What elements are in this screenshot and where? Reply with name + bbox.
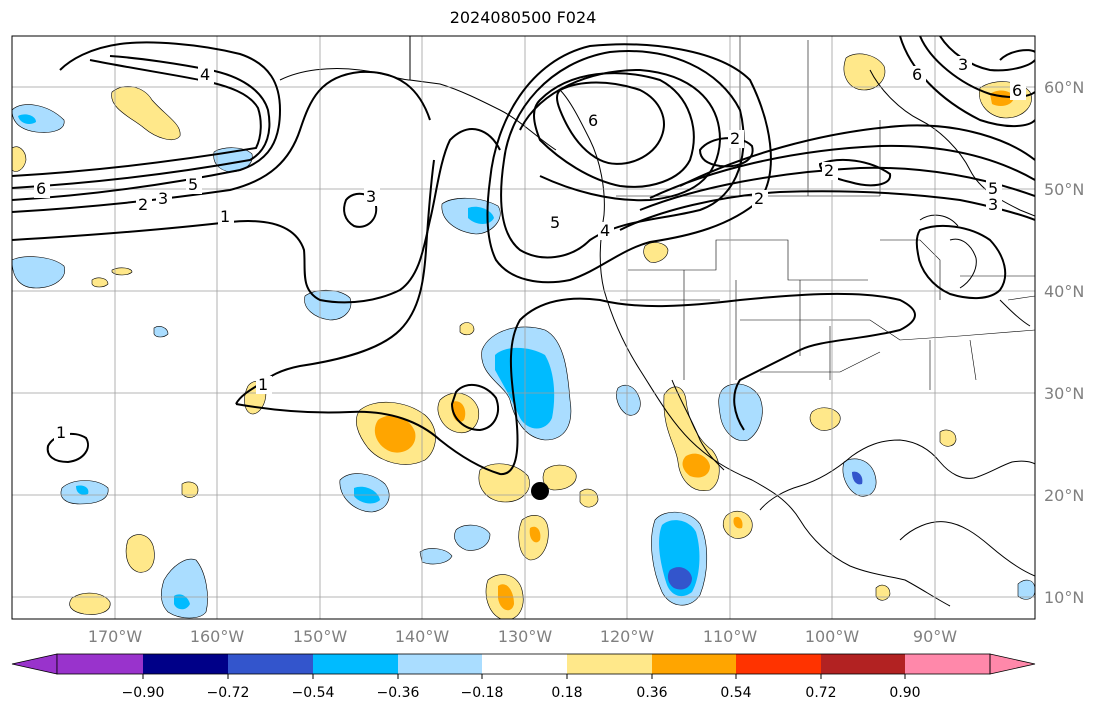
contour-label: 5 [550, 213, 560, 232]
lon-label: 120°W [600, 627, 655, 646]
lat-label: 20°N [1044, 486, 1084, 505]
contour-label: 3 [988, 195, 998, 214]
lon-label: 110°W [703, 627, 758, 646]
colorbar-swatch [313, 654, 398, 674]
contour-label: 2 [754, 189, 764, 208]
contour-lines [12, 36, 1035, 476]
colorbar-tick-label: −0.36 [377, 685, 420, 701]
colorbar-swatch [905, 654, 990, 674]
colorbar-tick-label: 0.54 [720, 685, 751, 701]
contour-label: 6 [36, 179, 46, 198]
contour-label: 3 [158, 189, 168, 208]
contour-label: 1 [56, 423, 66, 442]
contour-label: 2 [730, 129, 740, 148]
storm-center-marker [531, 482, 549, 500]
colorbar-tick-label: 0.36 [636, 685, 667, 701]
colorbar-tick-label: 0.90 [889, 685, 920, 701]
colorbar-ticks: −0.90 −0.72 −0.54 −0.36 −0.18 0.18 0.36 … [122, 674, 921, 701]
colorbar-swatch [736, 654, 821, 674]
lon-label: 90°W [913, 627, 957, 646]
colorbar-tick-label: −0.54 [292, 685, 335, 701]
lon-label: 140°W [395, 627, 450, 646]
colorbar-swatch [143, 654, 228, 674]
state-borders [616, 36, 1035, 390]
colorbar-tick-label: −0.18 [461, 685, 504, 701]
contour-label: 6 [912, 65, 922, 84]
contour-label: 6 [588, 111, 598, 130]
contour-label: 6 [1012, 81, 1022, 100]
contour-label: 2 [824, 161, 834, 180]
contour-label: 4 [200, 65, 210, 84]
colorbar-tick-label: 0.18 [551, 685, 582, 701]
contour-label: 2 [138, 195, 148, 214]
contour-label: 5 [188, 175, 198, 194]
colorbar-swatch [821, 654, 905, 674]
colorbar-extend-low [11, 653, 58, 675]
colorbar-tick-label: −0.72 [207, 685, 250, 701]
contour-label: 3 [366, 187, 376, 206]
colorbar-tick-label: 0.72 [805, 685, 836, 701]
map-frame [11, 35, 1036, 620]
contour-label-group: 4 3 6 5 3 2 1 1 1 6 2 2 5 4 [34, 55, 1026, 442]
lat-label: 60°N [1044, 78, 1084, 97]
contour-label: 1 [220, 207, 230, 226]
map-title: 2024080500 F024 [449, 8, 597, 27]
colorbar-outline [56, 653, 991, 675]
latitude-labels: 60°N 50°N 40°N 30°N 20°N 10°N [1044, 78, 1084, 607]
lat-label: 10°N [1044, 588, 1084, 607]
lat-label: 40°N [1044, 282, 1084, 301]
colorbar [11, 653, 1036, 675]
colorbar-swatch [398, 654, 482, 674]
lon-label: 100°W [805, 627, 860, 646]
contour-label: 4 [600, 221, 610, 240]
colorbar-swatch [652, 654, 736, 674]
colorbar-swatch [482, 654, 567, 674]
lon-label: 150°W [293, 627, 348, 646]
graticule [12, 36, 1035, 619]
colorbar-swatch [228, 654, 313, 674]
contour-label: 5 [988, 179, 998, 198]
colorbar-tick-label: −0.90 [122, 685, 165, 701]
lat-label: 50°N [1044, 180, 1084, 199]
lon-label: 130°W [498, 627, 553, 646]
colorbar-extend-high [989, 653, 1036, 675]
contour-label: 1 [258, 375, 268, 394]
contour-label: 3 [958, 55, 968, 74]
colorbar-swatch [567, 654, 652, 674]
longitude-labels: 170°W 160°W 150°W 140°W 130°W 120°W 110°… [88, 627, 957, 646]
lon-label: 170°W [88, 627, 143, 646]
lon-label: 160°W [190, 627, 245, 646]
lat-label: 30°N [1044, 384, 1084, 403]
colorbar-swatch [57, 654, 143, 674]
